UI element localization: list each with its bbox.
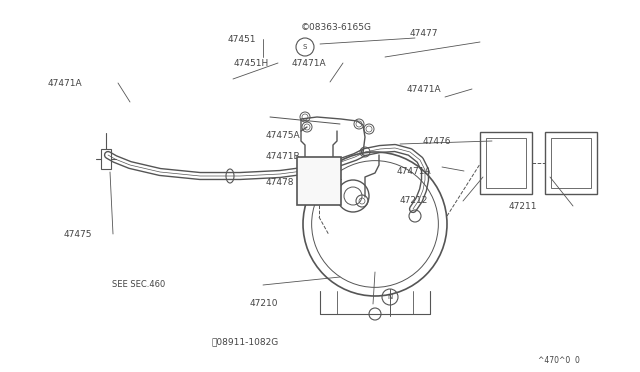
Text: ©08363-6165G: ©08363-6165G (301, 23, 372, 32)
Text: 47478: 47478 (266, 178, 294, 187)
Text: 47475: 47475 (64, 230, 93, 239)
Text: 47471A: 47471A (291, 59, 326, 68)
Text: 47471A: 47471A (406, 85, 441, 94)
Bar (551, 138, 591, 188)
Bar (486, 138, 526, 188)
Bar (297, 157, 341, 205)
Text: SEE SEC.460: SEE SEC.460 (112, 280, 165, 289)
Text: 47476: 47476 (422, 137, 451, 146)
Text: 47451H: 47451H (234, 59, 269, 68)
Bar (101, 149, 111, 169)
Text: 47471A: 47471A (397, 167, 431, 176)
Text: 47475A: 47475A (266, 131, 300, 140)
Text: S: S (303, 44, 307, 50)
Text: 47471B: 47471B (266, 152, 300, 161)
Bar (480, 132, 532, 194)
Text: 47211: 47211 (509, 202, 538, 211)
Text: 47212: 47212 (400, 196, 428, 205)
Text: ⓝ08911-1082G: ⓝ08911-1082G (211, 338, 278, 347)
Text: 47451: 47451 (227, 35, 256, 44)
Text: N: N (387, 294, 392, 300)
Text: 47477: 47477 (410, 29, 438, 38)
Bar (545, 132, 597, 194)
Text: ^470^0  0: ^470^0 0 (538, 356, 579, 365)
Text: 47471A: 47471A (48, 79, 83, 88)
Text: 47210: 47210 (250, 299, 278, 308)
